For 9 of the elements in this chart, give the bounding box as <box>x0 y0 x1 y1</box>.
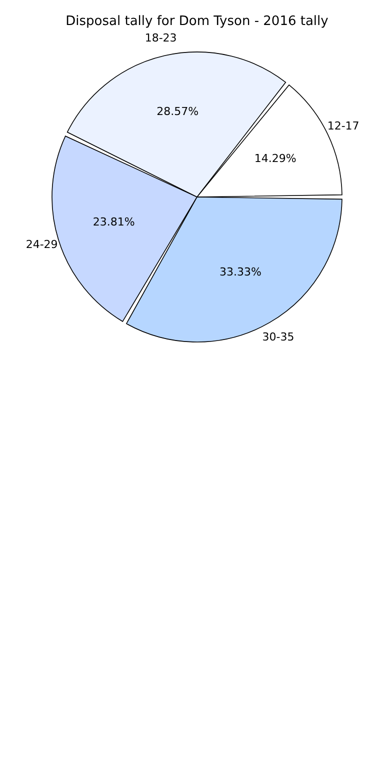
data-label: 33.33% <box>220 265 262 278</box>
data-label: 14.29% <box>254 152 296 166</box>
data-label: 23.81% <box>92 216 135 229</box>
data-label: 28.57% <box>156 105 199 118</box>
slice-label: 12-17 <box>327 120 360 133</box>
slice-label: 24-29 <box>26 238 58 251</box>
chart-title: Disposal tally for Dom Tyson - 2016 tally <box>66 14 329 29</box>
slice-label: 18-23 <box>144 32 177 45</box>
slice-label: 30-35 <box>262 330 294 344</box>
